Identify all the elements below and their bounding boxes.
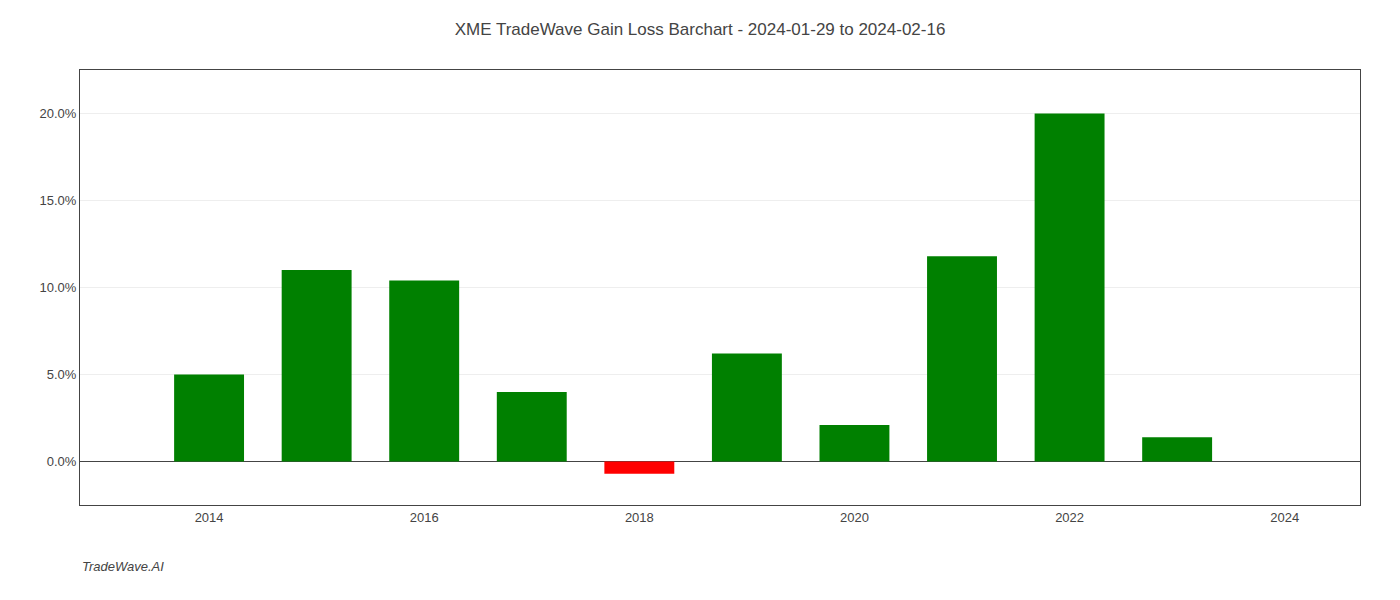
svg-text:10.0%: 10.0% xyxy=(40,280,77,295)
svg-text:5.0%: 5.0% xyxy=(47,367,77,382)
svg-text:2024: 2024 xyxy=(1270,510,1299,525)
svg-text:2018: 2018 xyxy=(625,510,654,525)
svg-text:TradeWave.AI: TradeWave.AI xyxy=(82,559,164,574)
svg-text:2022: 2022 xyxy=(1055,510,1084,525)
svg-text:15.0%: 15.0% xyxy=(40,193,77,208)
svg-text:2020: 2020 xyxy=(840,510,869,525)
svg-text:20.0%: 20.0% xyxy=(40,106,77,121)
svg-text:2016: 2016 xyxy=(410,510,439,525)
svg-text:2014: 2014 xyxy=(195,510,224,525)
svg-text:0.0%: 0.0% xyxy=(47,454,77,469)
svg-text:XME TradeWave Gain Loss Barcha: XME TradeWave Gain Loss Barchart - 2024-… xyxy=(455,20,946,39)
